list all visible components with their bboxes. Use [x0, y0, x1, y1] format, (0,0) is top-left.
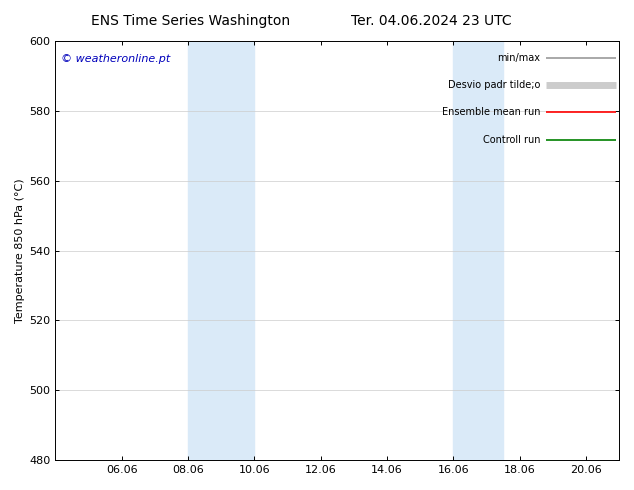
Bar [453, 41, 503, 460]
Text: Ter. 04.06.2024 23 UTC: Ter. 04.06.2024 23 UTC [351, 14, 512, 28]
Text: Ensemble mean run: Ensemble mean run [441, 107, 540, 117]
Text: ENS Time Series Washington: ENS Time Series Washington [91, 14, 290, 28]
Text: Controll run: Controll run [482, 135, 540, 145]
Text: min/max: min/max [497, 53, 540, 63]
Text: Desvio padr tilde;o: Desvio padr tilde;o [448, 80, 540, 90]
Text: © weatheronline.pt: © weatheronline.pt [61, 53, 170, 64]
Bar [188, 41, 254, 460]
Y-axis label: Temperature 850 hPa (°C): Temperature 850 hPa (°C) [15, 178, 25, 323]
